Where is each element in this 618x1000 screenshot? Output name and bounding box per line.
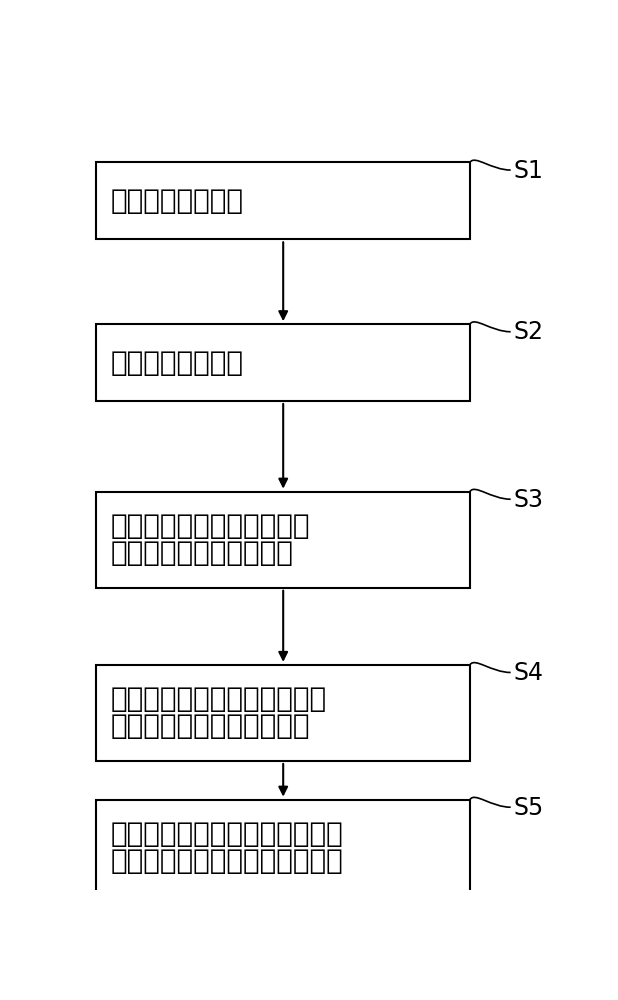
Text: 蒸发上层的非极性溶剂层，使: 蒸发上层的非极性溶剂层，使: [111, 685, 327, 713]
Bar: [96, 162, 470, 239]
Text: S5: S5: [513, 796, 543, 820]
Text: 碱性极性溶剂注入下层的极性溶: 碱性极性溶剂注入下层的极性溶: [111, 820, 344, 848]
Bar: [96, 324, 470, 401]
Bar: [96, 665, 470, 761]
Text: S4: S4: [513, 661, 543, 685]
Bar: [96, 800, 470, 896]
Text: 剂中，生成二维氢氧化镉双层膜: 剂中，生成二维氢氧化镉双层膜: [111, 847, 344, 875]
Text: S3: S3: [513, 488, 543, 512]
Text: 溶剂与极性溶剂的界面处: 溶剂与极性溶剂的界面处: [111, 539, 294, 567]
Text: 制备有机镉盐溶液: 制备有机镉盐溶液: [111, 187, 243, 215]
Bar: [96, 492, 470, 588]
Text: S2: S2: [513, 320, 543, 344]
Text: 界面处的有机镉盐聚集成膜: 界面处的有机镉盐聚集成膜: [111, 712, 310, 740]
Text: 提供两相体系溶剂: 提供两相体系溶剂: [111, 349, 243, 377]
Text: 有机镉盐溶液聚集于非极性: 有机镉盐溶液聚集于非极性: [111, 512, 310, 540]
Text: S1: S1: [513, 158, 543, 182]
